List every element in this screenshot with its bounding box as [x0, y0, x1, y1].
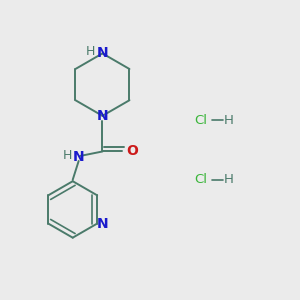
Text: O: O — [126, 145, 138, 158]
Text: N: N — [97, 217, 108, 231]
Text: H: H — [86, 45, 95, 58]
Text: N: N — [97, 109, 108, 123]
Text: Cl: Cl — [194, 173, 207, 186]
Text: H: H — [63, 149, 72, 162]
Text: N: N — [73, 150, 85, 164]
Text: N: N — [97, 46, 108, 60]
Text: H: H — [224, 173, 234, 186]
Text: Cl: Cl — [194, 114, 207, 127]
Text: H: H — [224, 114, 234, 127]
